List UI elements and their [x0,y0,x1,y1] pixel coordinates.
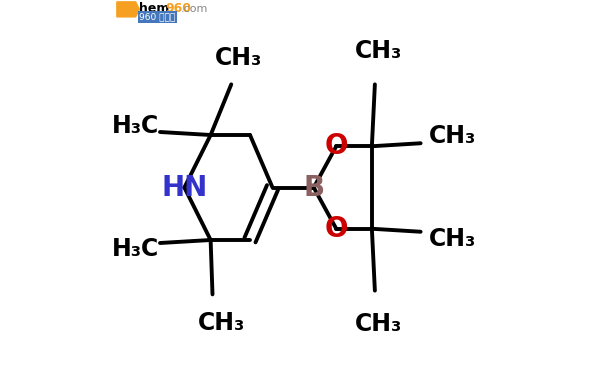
Text: O: O [324,132,348,160]
Text: CH₃: CH₃ [429,227,476,251]
Text: CH₃: CH₃ [355,312,402,336]
Text: 960 化工网: 960 化工网 [139,12,175,21]
Text: hem: hem [139,2,170,15]
Text: CH₃: CH₃ [215,46,263,70]
Text: CH₃: CH₃ [197,310,245,334]
Text: .com: .com [181,4,208,13]
Text: B: B [303,174,324,201]
Text: 960: 960 [165,2,191,15]
Text: O: O [324,215,348,243]
Text: HN: HN [162,174,208,201]
Polygon shape [117,2,139,17]
Text: H₃C: H₃C [112,114,159,138]
Text: H₃C: H₃C [112,237,159,261]
Text: CH₃: CH₃ [429,124,476,148]
Text: CH₃: CH₃ [355,39,402,63]
